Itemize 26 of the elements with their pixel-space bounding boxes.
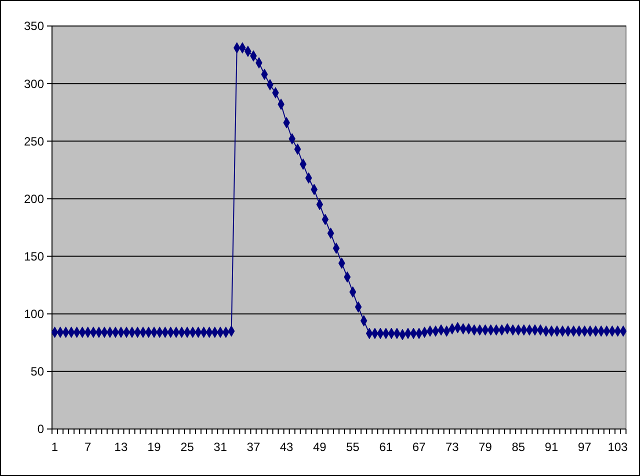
x-tick-label: 61 [379,440,393,454]
x-tick-label: 37 [246,440,260,454]
x-tick-label: 13 [114,440,128,454]
x-tick-label: 19 [147,440,162,454]
x-tick-label: 31 [214,440,228,454]
x-tick-label: 55 [346,440,360,454]
x-tick-label: 85 [512,440,526,454]
x-tick-label: 103 [608,440,628,454]
x-tick-label: 49 [313,440,327,454]
x-tick-label: 43 [280,440,294,454]
y-tick-label: 250 [24,134,44,148]
x-tick-label: 67 [412,440,426,454]
x-tick-label: 7 [84,440,92,454]
x-tick-label: 1 [51,440,58,454]
y-tick-label: 350 [24,19,44,34]
y-tick-label: 100 [24,307,44,322]
y-tick-label: 50 [30,364,44,379]
x-tick-label: 25 [180,440,194,454]
y-tick-label: 200 [24,192,44,206]
y-tick-label: 300 [24,76,44,91]
x-tick-label: 73 [445,440,460,454]
y-tick-label: 150 [24,249,44,264]
x-tick-label: 97 [578,440,592,454]
x-tick-label: 91 [544,440,558,454]
y-tick-label: 0 [37,422,44,436]
x-tick-label: 79 [478,440,492,454]
